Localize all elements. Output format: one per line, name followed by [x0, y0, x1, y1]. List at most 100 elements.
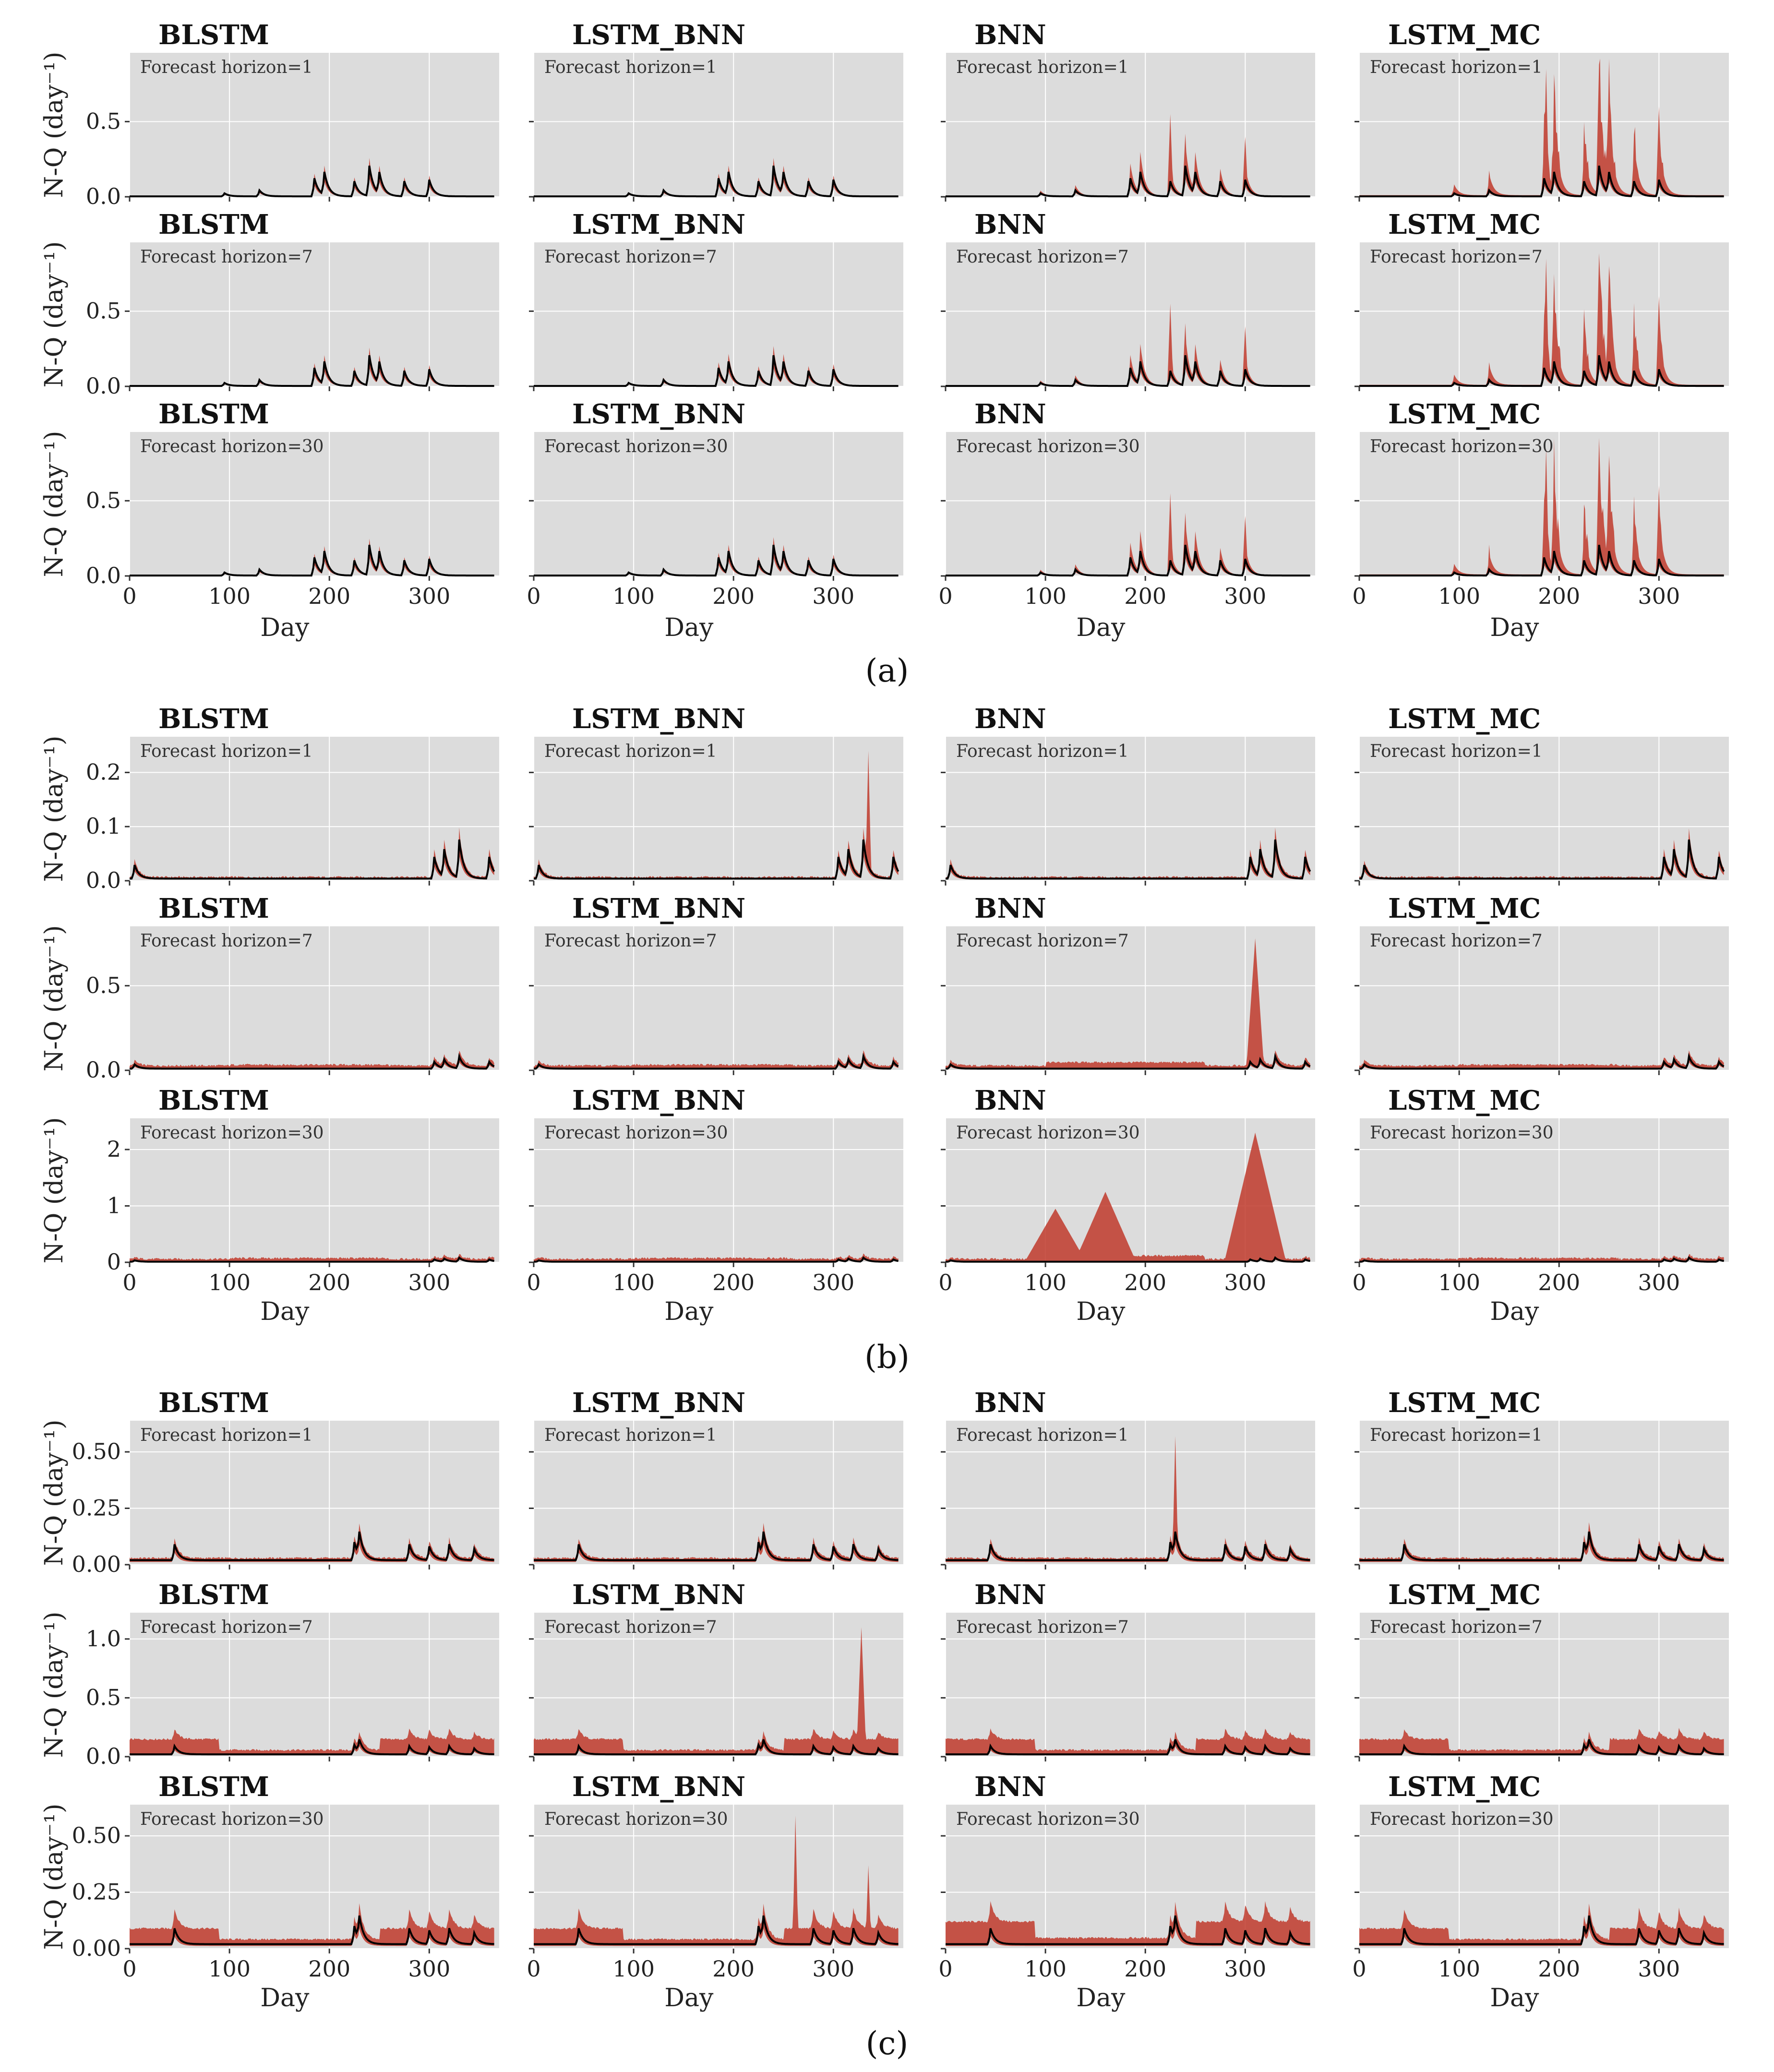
x-tick-label: 0: [122, 1270, 136, 1295]
model-title: BNN: [974, 209, 1046, 240]
x-tick-label: 0: [1352, 1956, 1366, 1982]
mean-line: [534, 1053, 899, 1070]
x-tick-label: 0: [938, 1270, 952, 1295]
subplot: Forecast horizon=7 LSTM_MC: [1354, 209, 1729, 391]
x-axis-label: Day: [260, 1984, 310, 2012]
horizon-label: Forecast horizon=1: [140, 58, 313, 77]
x-axis-label: Day: [664, 1984, 714, 2012]
x-tick-label: 200: [712, 583, 755, 609]
mean-line: [1359, 1915, 1724, 1945]
y-tick-label: 0.50: [72, 1822, 121, 1848]
plot-area: [130, 242, 499, 386]
plot-area: [130, 1613, 499, 1757]
x-tick-label: 0: [122, 1956, 136, 1982]
subplot: Forecast horizon=30 LSTM_MC 0 100 200 300 Day: [1352, 398, 1729, 642]
horizon-label: Forecast horizon=1: [1370, 58, 1543, 77]
y-axis-label: N-Q (day⁻¹): [40, 241, 69, 388]
y-tick-label: 0.0: [86, 373, 121, 399]
plot-area: [130, 53, 499, 197]
subplot: Forecast horizon=1 LSTM_MC: [1354, 1387, 1729, 1569]
horizon-label: Forecast horizon=7: [1370, 1617, 1543, 1637]
horizon-label: Forecast horizon=7: [544, 247, 717, 267]
plot-area: [130, 1118, 499, 1262]
x-tick-label: 200: [1538, 583, 1580, 609]
y-tick-label: 0.0: [86, 1743, 121, 1769]
mean-line: [1359, 1256, 1724, 1263]
model-title: LSTM_MC: [1388, 398, 1541, 430]
x-axis-label: Day: [260, 1297, 310, 1326]
uncertainty-band: [1359, 1904, 1724, 1946]
x-tick-label: 200: [1124, 1270, 1166, 1295]
y-tick-label: 0.00: [72, 1935, 121, 1961]
model-title: LSTM_BNN: [572, 1387, 745, 1419]
x-tick-label: 200: [308, 1270, 350, 1295]
y-tick-label: 1.0: [86, 1626, 121, 1652]
mean-line: [946, 1739, 1310, 1756]
x-axis-label: Day: [1076, 1984, 1126, 2012]
x-tick-label: 200: [712, 1956, 755, 1982]
x-axis-label: Day: [1076, 613, 1126, 642]
x-tick-label: 300: [1224, 1956, 1266, 1982]
subplot: 0.0 0.5 Forecast horizon=7 BLSTM N-Q (day⁻¹): [40, 893, 499, 1083]
y-axis-label: N-Q (day⁻¹): [40, 1117, 69, 1264]
y-tick-label: 0.25: [72, 1495, 121, 1521]
plot-area: [946, 737, 1315, 881]
plot-area: [1359, 1118, 1729, 1262]
mean-line: [1359, 355, 1724, 387]
x-tick-label: 300: [1224, 583, 1266, 609]
x-tick-label: 0: [1352, 583, 1366, 609]
subplot: Forecast horizon=30 LSTM_BNN 0 100 200 300 Day: [527, 1085, 903, 1326]
model-title: BNN: [974, 893, 1046, 924]
mean-line: [130, 1739, 494, 1756]
x-tick-label: 100: [1024, 1270, 1067, 1295]
horizon-label: Forecast horizon=1: [544, 58, 717, 77]
x-tick-label: 300: [812, 1956, 854, 1982]
x-tick-label: 100: [1024, 1956, 1067, 1982]
subplot: Forecast horizon=1 LSTM_MC: [1354, 703, 1729, 886]
y-tick-label: 0.0: [86, 867, 121, 893]
x-tick-label: 0: [527, 583, 540, 609]
subplot: Forecast horizon=7 BNN: [941, 209, 1315, 391]
subplot: 0 1 2 Forecast horizon=30 BLSTM 0 100 200 300 Day…: [40, 1085, 499, 1326]
subplot: 0.0 0.5 Forecast horizon=1 BLSTM N-Q (day⁻¹): [40, 19, 499, 209]
model-title: BNN: [974, 19, 1046, 51]
x-tick-label: 100: [208, 583, 251, 609]
horizon-label: Forecast horizon=7: [544, 1617, 717, 1637]
x-axis-label: Day: [664, 1297, 714, 1326]
subplot: Forecast horizon=30 LSTM_MC 0 100 200 300 Day: [1352, 1085, 1729, 1326]
plot-area: [534, 53, 903, 197]
uncertainty-band: [534, 1627, 899, 1756]
horizon-label: Forecast horizon=1: [544, 1425, 717, 1445]
mean-line: [534, 544, 899, 577]
plot-area: [130, 1421, 499, 1565]
mean-line: [130, 1256, 494, 1263]
y-tick-label: 0.0: [86, 1057, 121, 1083]
mean-line: [534, 165, 899, 198]
x-tick-label: 100: [208, 1270, 251, 1295]
model-title: BLSTM: [158, 19, 269, 51]
x-tick-label: 100: [208, 1956, 251, 1982]
y-tick-label: 0.25: [72, 1879, 121, 1905]
y-tick-label: 0.5: [86, 108, 121, 134]
uncertainty-band: [946, 1132, 1310, 1262]
x-tick-label: 200: [308, 583, 350, 609]
horizon-label: Forecast horizon=30: [140, 1123, 324, 1143]
x-tick-label: 0: [938, 1956, 952, 1982]
mean-line: [534, 1531, 899, 1561]
y-axis-label: N-Q (day⁻¹): [40, 925, 69, 1072]
subplot: 0.0 0.5 Forecast horizon=30 BLSTM 0 100 200 300…: [40, 398, 499, 642]
subplot: Forecast horizon=30 LSTM_BNN 0 100 200 300 Day: [527, 398, 903, 642]
model-title: LSTM_BNN: [572, 19, 745, 51]
x-axis-label: Day: [1076, 1297, 1126, 1326]
uncertainty-band: [534, 1253, 899, 1262]
subplot: Forecast horizon=1 BNN: [941, 1387, 1315, 1569]
model-title: LSTM_MC: [1388, 209, 1541, 240]
x-tick-label: 0: [938, 583, 952, 609]
subplot: Forecast horizon=7 LSTM_BNN: [529, 1579, 903, 1761]
y-tick-label: 2: [107, 1136, 121, 1162]
mean-line: [1359, 544, 1724, 577]
subplot: Forecast horizon=1 LSTM_MC: [1354, 19, 1729, 202]
horizon-label: Forecast horizon=30: [544, 437, 728, 456]
x-tick-label: 300: [1638, 1270, 1680, 1295]
subplot: Forecast horizon=7 LSTM_MC: [1354, 893, 1729, 1075]
